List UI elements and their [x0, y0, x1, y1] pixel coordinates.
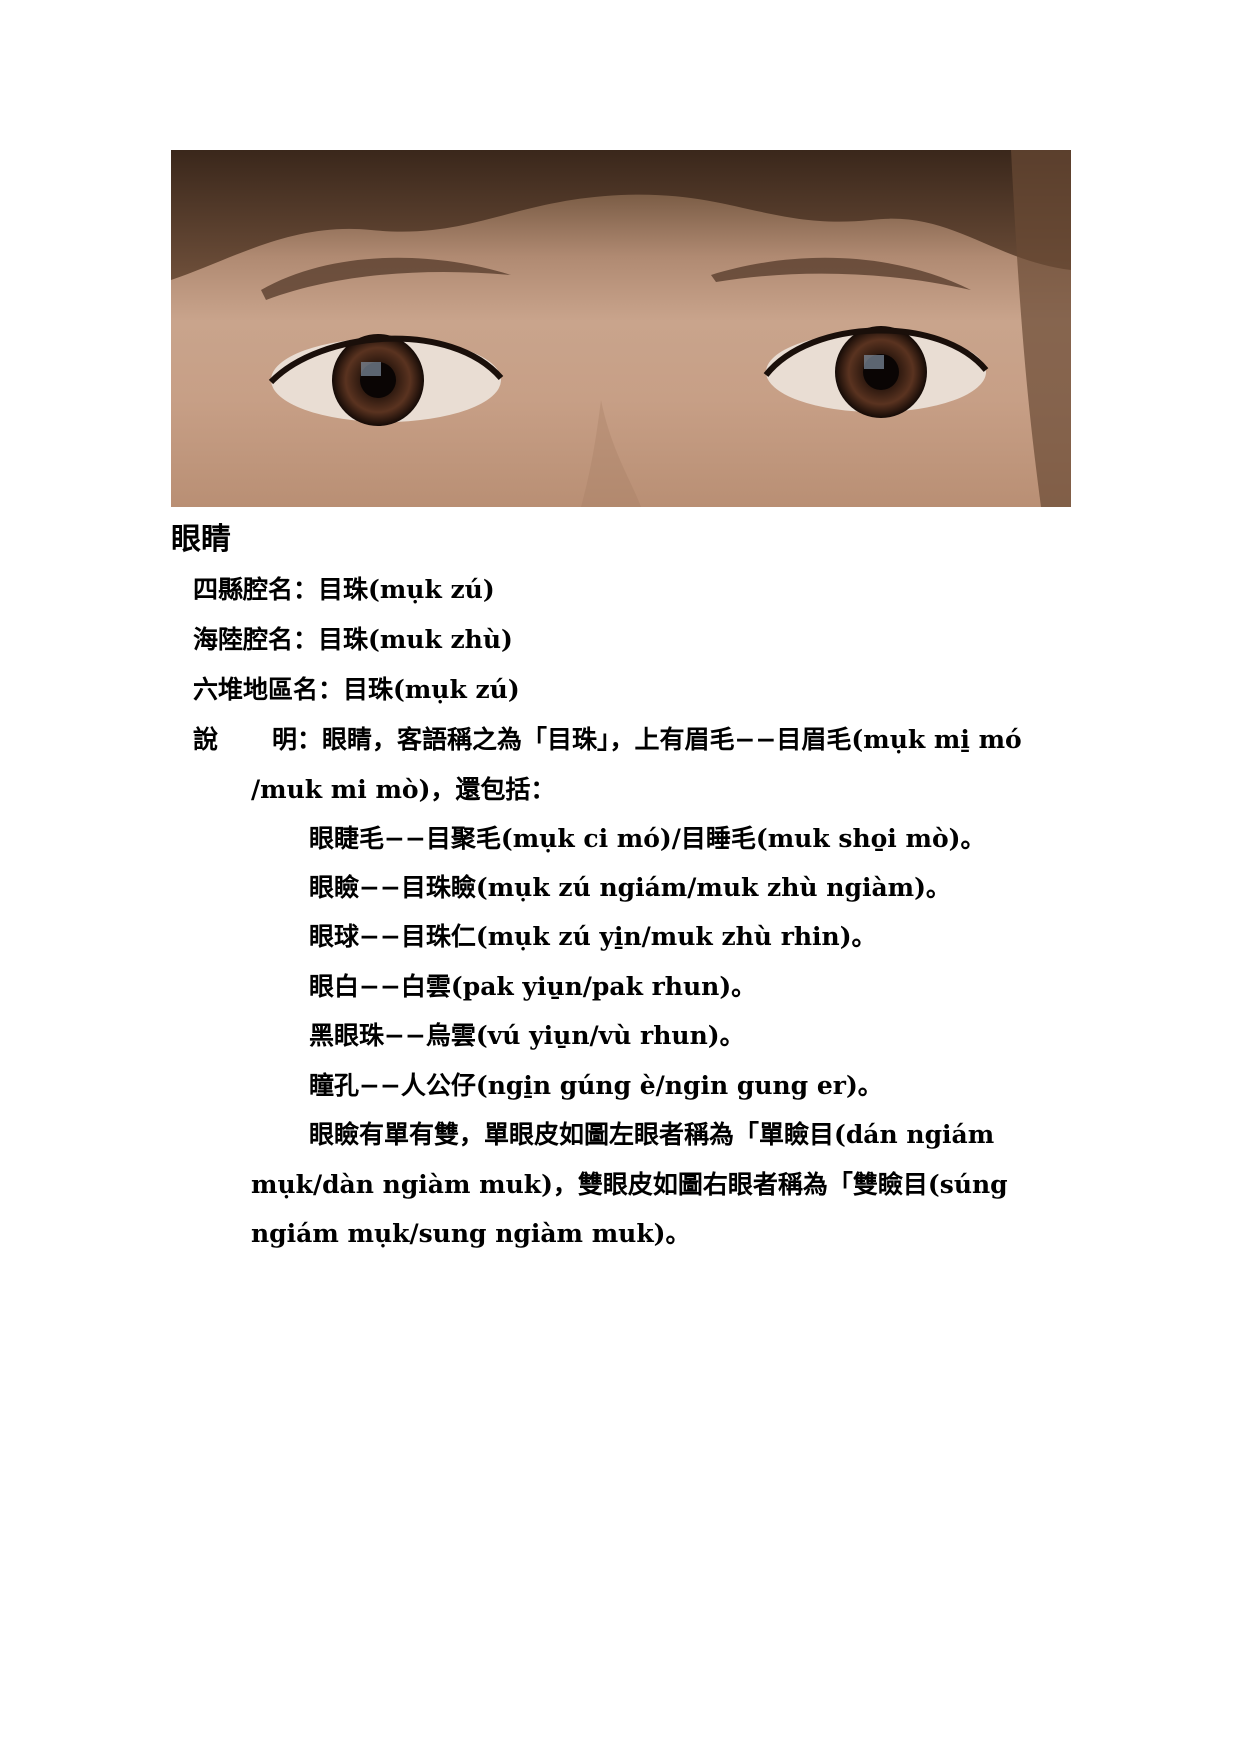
hailu-name: 海陸腔名：目珠(muk zhù): [193, 625, 513, 654]
eyeball-term: 眼球−−目珠仁(mụk zú yi̱n/muk zhù rhin)。: [309, 922, 877, 951]
page-title: 眼睛: [171, 522, 231, 557]
eyelid-paragraph-line-2: mụk/dàn ngiàm muk)，雙眼皮如圖右眼者稱為「雙瞼目(súng: [251, 1170, 1008, 1199]
liudui-name: 六堆地區名：目珠(mụk zú): [193, 675, 520, 704]
explanation-label-2: 明: [272, 725, 298, 754]
explanation-line: 說 明：眼睛，客語稱之為「目珠」，上有眉毛−−目眉毛(mụk mi̱ mó: [193, 725, 1022, 755]
eyelash-term: 眼睫毛−−目聚毛(mụk ci mó)/目睡毛(muk sho̱i mò)。: [309, 824, 986, 853]
explanation-text: ：眼睛，客語稱之為「目珠」，上有眉毛−−目眉毛(mụk mi̱ mó: [297, 725, 1022, 754]
pupil-term: 瞳孔−−人公仔(ngi̱n gúng è/ngin gung er)。: [309, 1071, 883, 1100]
eyes-photo: [171, 150, 1071, 507]
sixian-name: 四縣腔名：目珠(mụk zú): [193, 575, 495, 604]
eyelid-term: 眼瞼−−目珠瞼(mụk zú ngiám/muk zhù ngiàm)。: [309, 873, 951, 902]
eye-white-term: 眼白−−白雲(pak yiu̱n/pak rhun)。: [309, 972, 757, 1001]
eyelid-paragraph-line-3: ngiám mụk/sung ngiàm muk)。: [251, 1219, 691, 1248]
explanation-continued: /muk mi mò)，還包括：: [251, 775, 556, 804]
iris-term: 黑眼珠−−烏雲(vú yiu̱n/vù rhun)。: [309, 1021, 745, 1050]
eyelid-paragraph-line-1: 眼瞼有單有雙，單眼皮如圖左眼者稱為「單瞼目(dán ngiám: [309, 1120, 995, 1149]
explanation-label-1: 說: [193, 725, 219, 754]
eyes-photo-drawing: [171, 150, 1071, 507]
